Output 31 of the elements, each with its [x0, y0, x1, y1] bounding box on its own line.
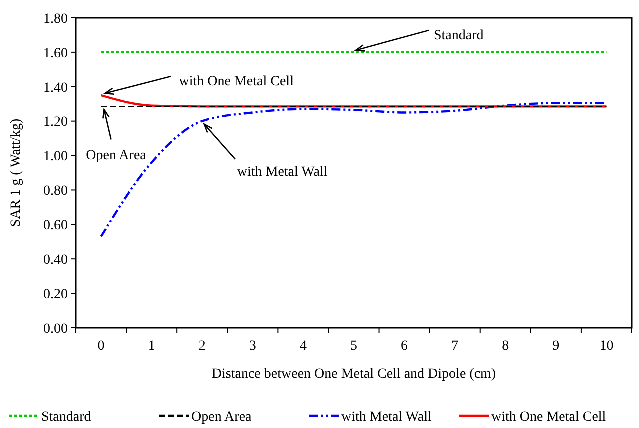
x-tick-label: 2 — [198, 339, 206, 354]
x-tick-label: 8 — [502, 339, 510, 354]
x-tick-label: 0 — [98, 339, 105, 354]
x-tick-label: 1 — [148, 339, 156, 354]
x-axis-title: Distance between One Metal Cell and Dipole (cm) — [212, 367, 496, 382]
x-tick-label: 7 — [452, 339, 459, 354]
x-tick-label: 9 — [552, 339, 560, 354]
y-tick-label: 0.00 — [44, 322, 68, 337]
x-tick-label: 6 — [401, 339, 408, 354]
y-tick-label: 1.80 — [44, 12, 68, 27]
legend-label: Open Area — [192, 410, 253, 425]
y-tick-label: 0.40 — [44, 253, 68, 268]
legend-label: Standard — [42, 410, 92, 425]
y-tick-label: 0.80 — [44, 184, 68, 200]
y-tick-label: 0.60 — [44, 218, 68, 234]
annotation: with Metal Wall — [237, 165, 328, 180]
annotation: Standard — [434, 28, 484, 44]
y-tick-label: 1.40 — [44, 80, 68, 96]
x-tick-label: 3 — [249, 339, 256, 354]
annotation: Open Area — [86, 148, 148, 164]
legend-label: with Metal Wall — [342, 410, 432, 425]
x-tick-label: 10 — [600, 339, 614, 354]
x-tick-label: 4 — [300, 339, 307, 354]
y-tick-label: 1.00 — [44, 150, 68, 165]
x-tick-label: 5 — [350, 339, 358, 354]
y-tick-label: 1.60 — [44, 46, 68, 62]
legend-label: with One Metal Cell — [492, 410, 606, 425]
y-tick-label: 1.20 — [44, 115, 68, 130]
annotation: with One Metal Cell — [179, 74, 294, 90]
y-axis-title: SAR 1 g ( Watt/kg) — [9, 118, 24, 228]
y-tick-label: 0.20 — [44, 287, 68, 302]
